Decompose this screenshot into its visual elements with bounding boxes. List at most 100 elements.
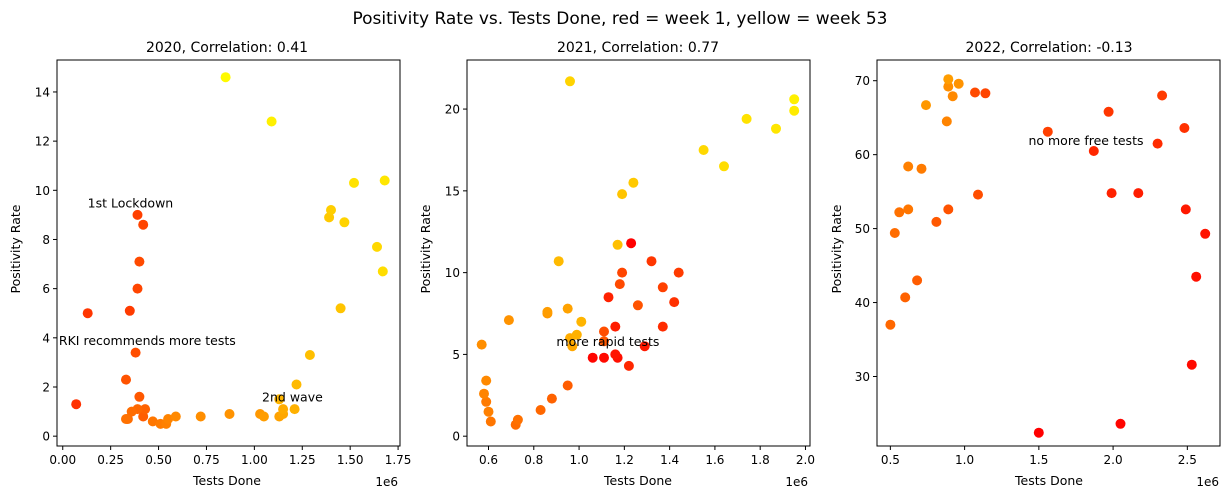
subplot-2021: 2021, Correlation: 0.77 Tests Done Posit… — [418, 40, 815, 489]
figure-title: Positivity Rate vs. Tests Done, red = we… — [353, 9, 888, 29]
data-point — [476, 339, 487, 350]
data-point — [610, 321, 621, 332]
data-point — [565, 76, 575, 87]
data-point — [973, 189, 983, 200]
y-tick-label: 50 — [855, 222, 870, 236]
x-tick-label: 1.6 — [705, 453, 724, 467]
data-point — [789, 105, 800, 116]
data-point — [623, 360, 634, 371]
data-point — [1106, 188, 1117, 199]
y-axis-label: Positivity Rate — [829, 204, 844, 293]
x-tick-label: 1.8 — [751, 453, 770, 467]
data-point — [912, 275, 923, 286]
y-axis-label: Positivity Rate — [8, 204, 23, 293]
y-tick-label: 20 — [445, 103, 460, 117]
data-point — [291, 379, 302, 390]
x-axis-label: Tests Done — [192, 473, 261, 488]
annotation: 1st Lockdown — [88, 196, 174, 211]
y-tick-label: 60 — [855, 148, 870, 162]
x-tick-label: 2.0 — [1104, 453, 1123, 467]
data-point — [931, 216, 942, 227]
data-point — [941, 116, 952, 127]
data-point — [546, 393, 557, 404]
scatter-points — [476, 76, 800, 430]
data-point — [126, 406, 137, 417]
x-tick-label: 1.75 — [385, 453, 412, 467]
x-tick-label: 1.00 — [241, 453, 268, 467]
y-tick-label: 4 — [42, 331, 50, 345]
data-point — [1191, 271, 1202, 282]
x-tick-label: 0.00 — [49, 453, 76, 467]
data-point — [943, 204, 954, 215]
data-point — [1115, 418, 1126, 429]
y-tick-label: 10 — [35, 184, 50, 198]
data-point — [900, 292, 911, 303]
y-tick-label: 70 — [855, 74, 870, 88]
data-point — [1133, 188, 1144, 199]
x-tick-label: 2.0 — [796, 453, 815, 467]
data-point — [639, 341, 650, 352]
data-point — [571, 329, 582, 340]
data-point — [377, 266, 388, 277]
data-point — [535, 405, 546, 415]
data-point — [130, 347, 141, 358]
y-tick-label: 15 — [445, 184, 460, 198]
data-point — [542, 306, 553, 317]
data-point — [147, 416, 158, 427]
data-point — [289, 404, 300, 415]
data-point — [278, 404, 289, 415]
x-tick-label: 0.50 — [145, 453, 172, 467]
data-point — [657, 282, 668, 293]
y-tick-label: 0 — [452, 430, 460, 444]
x-tick-label: 0.75 — [193, 453, 220, 467]
data-point — [617, 267, 628, 278]
y-tick-label: 0 — [42, 430, 50, 444]
data-point — [326, 205, 336, 215]
data-point — [587, 352, 598, 363]
data-point — [657, 321, 668, 332]
annotation: more rapid tests — [556, 334, 659, 349]
data-point — [1157, 90, 1168, 101]
data-point — [771, 123, 781, 134]
data-point — [132, 209, 143, 220]
data-point — [224, 409, 235, 419]
data-point — [339, 217, 350, 228]
data-point — [614, 279, 625, 290]
data-point — [646, 256, 657, 267]
data-point — [485, 416, 496, 427]
y-tick-label: 6 — [42, 282, 50, 296]
subplot-2020: 2020, Correlation: 0.41 Tests Done Posit… — [8, 40, 411, 489]
data-point — [304, 350, 315, 360]
data-point — [1152, 138, 1163, 149]
data-point — [599, 326, 609, 337]
x-tick-label: 1.0 — [955, 453, 974, 467]
data-point — [741, 113, 752, 124]
plot-frame — [56, 59, 401, 447]
data-point — [947, 91, 958, 102]
data-point — [1200, 228, 1211, 239]
data-point — [1033, 427, 1044, 438]
x-offset-label: 1e6 — [375, 475, 398, 489]
data-point — [612, 239, 623, 250]
data-point — [140, 404, 151, 415]
data-point — [885, 319, 896, 330]
subplot-title: 2022, Correlation: -0.13 — [965, 40, 1132, 56]
data-point — [512, 414, 523, 425]
y-tick-label: 30 — [855, 370, 870, 384]
data-point — [921, 100, 931, 111]
data-point — [889, 228, 900, 238]
data-point — [379, 175, 390, 186]
data-point — [632, 300, 643, 311]
plot-frame — [876, 59, 1221, 447]
data-point — [503, 315, 514, 326]
annotation: RKI recommends more tests — [59, 333, 236, 348]
x-tick-label: 0.5 — [881, 453, 900, 467]
x-tick-label: 1.0 — [570, 453, 589, 467]
data-point — [673, 267, 684, 278]
data-point — [349, 177, 359, 188]
data-point — [562, 380, 573, 391]
subplot-title: 2020, Correlation: 0.41 — [146, 40, 308, 56]
y-tick-label: 8 — [42, 233, 50, 247]
y-tick-label: 14 — [35, 85, 50, 99]
